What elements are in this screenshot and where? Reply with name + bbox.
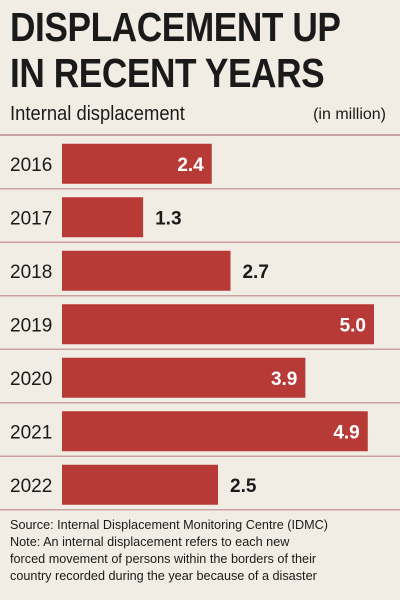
value-label-2022: 2.5 <box>230 476 257 497</box>
unit-label: (in million) <box>313 106 386 123</box>
note-line-3: country recorded during the year because… <box>10 568 317 583</box>
bar-2019 <box>62 304 374 345</box>
value-label-2019: 5.0 <box>340 315 366 336</box>
category-label-2018: 2018 <box>10 262 52 283</box>
bar-2016 <box>62 143 212 184</box>
value-label-2020: 3.9 <box>271 369 297 390</box>
header-divider <box>0 134 400 136</box>
category-label-2020: 2020 <box>10 369 52 390</box>
row-divider <box>0 241 400 243</box>
row-divider <box>0 188 400 190</box>
category-label-2021: 2021 <box>10 422 52 443</box>
row-divider <box>0 295 400 297</box>
bar-2021 <box>62 411 368 452</box>
category-label-2016: 2016 <box>10 155 52 176</box>
title-line-2: IN RECENT YEARS <box>10 50 325 96</box>
value-label-2016: 2.4 <box>177 155 204 176</box>
category-label-2017: 2017 <box>10 208 52 229</box>
row-divider <box>0 455 400 457</box>
value-label-2018: 2.7 <box>242 262 268 283</box>
bar-chart: 2016 2.4 2017 1.3 2018 2.7 2019 5.0 2020 3.9 2021 4… <box>0 143 400 511</box>
row-divider <box>0 348 400 350</box>
note-line-2: forced movement of persons within the bo… <box>10 551 317 566</box>
chart-subtitle: Internal displacement <box>10 103 185 125</box>
category-label-2019: 2019 <box>10 315 52 336</box>
title-line-1: DISPLACEMENT UP <box>10 4 341 50</box>
value-label-2021: 4.9 <box>333 422 359 443</box>
category-label-2022: 2022 <box>10 476 52 497</box>
row-divider <box>0 509 400 511</box>
row-divider <box>0 402 400 404</box>
footer-notes: Source: Internal Displacement Monitoring… <box>10 516 395 584</box>
bar-2018 <box>62 250 231 291</box>
source-text: Source: Internal Displacement Monitoring… <box>10 517 329 532</box>
bar-2017 <box>62 197 144 238</box>
chart-title: DISPLACEMENT UP IN RECENT YEARS <box>10 4 341 96</box>
note-line-1: Note: An internal displacement refers to… <box>10 534 290 549</box>
bar-2022 <box>62 464 218 505</box>
value-label-2017: 1.3 <box>155 208 181 229</box>
bar-2020 <box>62 357 306 398</box>
